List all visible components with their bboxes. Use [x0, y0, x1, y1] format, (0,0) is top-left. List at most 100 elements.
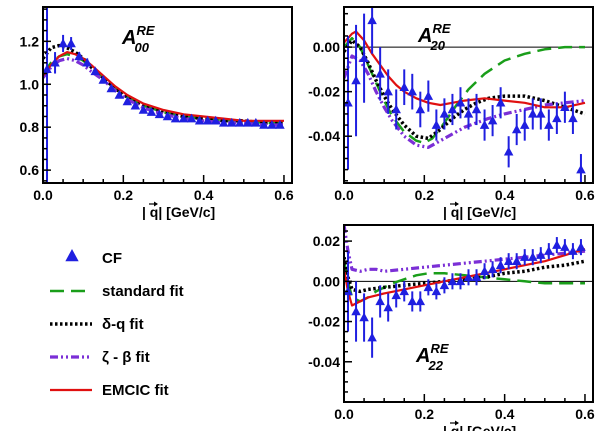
plot-area	[344, 225, 586, 358]
cf-point	[43, 64, 52, 73]
legend-item-standard: standard fit	[50, 283, 184, 300]
cf-point	[154, 109, 165, 119]
cf-point	[243, 117, 253, 127]
panel-title: ARE 20	[417, 21, 451, 53]
cf-point	[439, 108, 450, 118]
cf-point	[344, 286, 353, 296]
cf-point	[344, 97, 353, 107]
cf-point	[375, 68, 385, 78]
y-tick-label: -0.02	[308, 84, 340, 100]
cf-point	[463, 108, 474, 118]
legend-item-cf: CF	[65, 249, 122, 267]
cf-point	[106, 83, 117, 93]
cf-point	[471, 272, 482, 282]
cf-point	[218, 117, 229, 127]
cf-point	[114, 90, 125, 99]
cf-point	[351, 306, 361, 316]
x-tick-label: 0.6	[575, 406, 595, 422]
legend-label: standard fit	[102, 283, 184, 300]
y-tick-label: 1.2	[20, 33, 40, 49]
cf-point	[487, 115, 498, 125]
plot-area	[344, 7, 586, 183]
cf-point	[178, 113, 189, 123]
cf-point	[431, 120, 442, 129]
y-tick-label: -0.02	[308, 314, 340, 330]
cf-point	[275, 120, 285, 129]
cf-point	[495, 97, 506, 107]
cf-point	[552, 240, 562, 249]
legend-label: EMCIC fit	[102, 382, 169, 399]
cf-point	[536, 108, 546, 118]
x-axis-label: | q| [GeV/c]	[142, 204, 215, 220]
legend-label: CF	[102, 250, 122, 267]
cf-point	[544, 246, 554, 255]
y-tick-label: 0.6	[20, 162, 40, 178]
cf-point	[391, 104, 401, 114]
x-tick-label: 0.2	[114, 187, 134, 203]
cf-point	[568, 246, 578, 255]
cf-point	[359, 53, 369, 62]
panel-a22: 0.0 0.2 0.4 0.6 0.02 0.00 -0.02 -0.04 | q| [GeV/…	[308, 224, 595, 431]
x-axis-label: | q| [GeV/c]	[443, 204, 516, 220]
y-tick-label: -0.04	[308, 128, 340, 144]
cf-point	[560, 102, 570, 112]
cf-point	[511, 124, 522, 134]
cf-point	[576, 164, 586, 174]
cf-point	[375, 296, 385, 306]
cf-point	[90, 66, 100, 76]
cf-point	[415, 296, 426, 306]
cf-point	[399, 82, 409, 91]
cf-point	[383, 86, 393, 96]
cf-point	[447, 104, 458, 114]
cf-point	[186, 113, 197, 123]
cf-point	[162, 111, 173, 121]
cf-point	[528, 252, 538, 261]
vector-arrow-head-icon	[455, 201, 459, 207]
cf-point	[235, 117, 245, 127]
x-tick-label: 0.0	[334, 406, 354, 422]
cf-point	[227, 117, 237, 127]
x-tick-label: 0.4	[194, 187, 214, 203]
y-tick-label: 0.00	[313, 273, 340, 289]
cf-point	[359, 312, 369, 322]
cf-point	[544, 120, 554, 129]
y-tick-label: -0.04	[308, 354, 340, 370]
series-line-emcic	[43, 50, 284, 122]
cf-point	[479, 120, 490, 129]
vector-arrow-head-icon	[455, 420, 459, 426]
cf-point	[479, 266, 490, 276]
legend-item-zeta_beta: ζ - β fit	[50, 349, 150, 366]
series-line-zeta_beta	[344, 54, 586, 149]
x-tick-label: 0.0	[33, 187, 53, 203]
cf-point	[463, 272, 474, 282]
x-tick-label: 0.4	[495, 187, 515, 203]
cf-point	[519, 120, 530, 129]
cf-point	[560, 242, 570, 251]
x-tick-label: 0.2	[415, 406, 435, 422]
cf-point	[447, 276, 458, 286]
cf-point	[50, 57, 60, 67]
cf-point	[351, 75, 361, 85]
cf-point	[407, 86, 418, 96]
legend-item-delta_q: δ-q fit	[50, 316, 144, 333]
x-tick-label: 0.0	[334, 187, 354, 203]
plot-frame	[343, 224, 594, 403]
y-tick-label: 0.02	[313, 233, 340, 249]
cf-point	[383, 302, 393, 312]
series-line-delta_q	[43, 43, 284, 125]
legend-label: ζ - β fit	[102, 349, 150, 366]
cf-point	[267, 120, 277, 129]
y-tick-label: 0.00	[313, 39, 340, 55]
panel-title: ARE 22	[415, 341, 449, 373]
legend-item-emcic: EMCIC fit	[50, 382, 169, 399]
panel-a00: 0.0 0.2 0.4 0.6 0.6 0.8 1.0 1.2 | q| [GeV/c] ARE 0…	[20, 6, 294, 220]
cf-point	[82, 57, 92, 67]
cf-point	[146, 107, 157, 116]
cf-point	[455, 97, 466, 107]
x-tick-label: 0.2	[415, 187, 435, 203]
cf-point	[367, 332, 377, 342]
x-tick-label: 0.6	[575, 187, 595, 203]
cf-point	[423, 91, 434, 100]
cf-point	[391, 290, 401, 300]
